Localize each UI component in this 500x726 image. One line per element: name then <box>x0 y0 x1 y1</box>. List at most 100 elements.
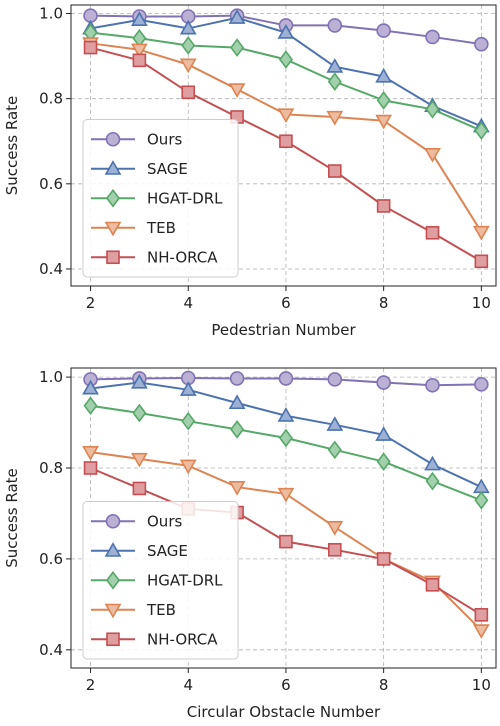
y-tick-label: 1.0 <box>39 5 63 23</box>
data-point <box>179 459 197 475</box>
data-point <box>425 578 440 592</box>
data-point <box>425 471 440 491</box>
data-point <box>179 19 197 35</box>
data-point <box>83 40 98 55</box>
data-point <box>472 478 490 494</box>
x-axis-label: Pedestrian Number <box>211 321 356 339</box>
series-ours <box>83 370 489 393</box>
x-tick-label: 8 <box>379 676 389 694</box>
x-tick-label: 10 <box>472 294 491 312</box>
data-point <box>327 18 343 33</box>
data-point <box>425 377 440 393</box>
data-point <box>82 446 99 461</box>
plot-frame <box>70 4 497 287</box>
data-point <box>278 428 293 448</box>
series-hgat-drl <box>83 396 489 510</box>
data-point <box>132 53 147 68</box>
data-point <box>277 24 295 39</box>
data-point <box>376 23 391 38</box>
data-point <box>131 11 148 26</box>
data-point <box>327 543 342 557</box>
legend-box <box>82 119 239 278</box>
x-tick-label: 10 <box>472 676 491 694</box>
data-point <box>376 552 391 566</box>
data-point <box>327 440 342 460</box>
data-point <box>376 452 391 471</box>
data-point <box>179 58 197 74</box>
legend-marker <box>105 513 121 529</box>
series-sage <box>82 373 490 494</box>
legend-label: HGAT-DRL <box>147 571 223 589</box>
legend: Ours SAGE HGAT-DRL TEB NH-ORCA <box>82 501 239 660</box>
y-axis-label: Success Rate <box>3 468 21 568</box>
x-tick-label: 6 <box>281 676 291 694</box>
legend-marker <box>104 160 122 175</box>
data-point <box>277 407 295 422</box>
data-point <box>474 36 489 52</box>
data-point <box>83 461 98 475</box>
data-point <box>376 375 391 390</box>
data-point <box>278 371 294 386</box>
legend-marker <box>106 250 120 265</box>
x-tick-label: 4 <box>183 294 193 312</box>
data-point <box>326 521 344 536</box>
data-point <box>181 85 196 100</box>
data-point <box>230 420 245 439</box>
data-point <box>425 99 440 119</box>
y-tick-label: 0.4 <box>39 260 63 278</box>
data-point <box>326 416 344 431</box>
data-point <box>424 455 441 471</box>
data-point <box>326 110 344 126</box>
data-point <box>228 9 246 24</box>
x-tick-label: 2 <box>86 676 96 694</box>
x-tick-label: 2 <box>86 294 96 312</box>
data-point <box>279 534 293 549</box>
legend-label: SAGE <box>147 542 188 560</box>
data-point <box>425 29 440 45</box>
legend-label: SAGE <box>147 160 188 178</box>
y-tick-label: 0.8 <box>39 459 63 477</box>
y-tick-label: 0.6 <box>39 550 63 568</box>
data-point <box>474 490 489 510</box>
data-point <box>230 38 245 57</box>
data-point <box>376 199 391 213</box>
legend-label: Ours <box>147 130 182 148</box>
data-point <box>375 67 393 83</box>
data-point <box>179 381 197 396</box>
legend-label: HGAT-DRL <box>147 189 223 207</box>
legend-label: TEB <box>146 219 176 237</box>
chart-panel-2: 2 4 6 8 10 0.4 0.6 0.8 1.0 Circular Obstacle Numb… <box>3 367 497 721</box>
data-point <box>375 426 393 441</box>
data-point <box>131 452 148 468</box>
x-tick-label: 4 <box>183 676 193 694</box>
data-point <box>131 373 148 389</box>
legend-marker <box>106 188 120 208</box>
data-point <box>474 121 489 140</box>
y-axis-label: Success Rate <box>3 96 21 196</box>
data-point <box>327 164 342 178</box>
data-point <box>474 377 489 392</box>
data-point <box>425 225 440 240</box>
data-point <box>82 379 99 395</box>
data-point <box>472 624 490 639</box>
legend-label: TEB <box>146 601 176 619</box>
legend: Ours SAGE HGAT-DRL TEB NH-ORCA <box>82 119 239 278</box>
data-point <box>474 254 489 269</box>
y-tick-label: 0.4 <box>39 641 63 659</box>
data-point <box>228 394 246 410</box>
legend-label: Ours <box>147 512 182 530</box>
data-point <box>132 481 147 496</box>
data-point <box>327 72 342 91</box>
data-point <box>326 58 344 73</box>
data-point <box>376 91 391 110</box>
data-point <box>474 608 489 622</box>
legend-marker <box>105 131 121 147</box>
series-hgat-drl <box>83 23 489 140</box>
data-point <box>472 225 490 241</box>
data-point <box>83 396 98 416</box>
data-point <box>277 108 295 124</box>
x-axis-label: Circular Obstacle Number <box>187 703 381 721</box>
chart-panel-1: 2 4 6 8 10 0.4 0.6 0.8 1.0 Pedestrian Number Succe… <box>3 4 497 339</box>
legend-marker <box>106 632 120 647</box>
